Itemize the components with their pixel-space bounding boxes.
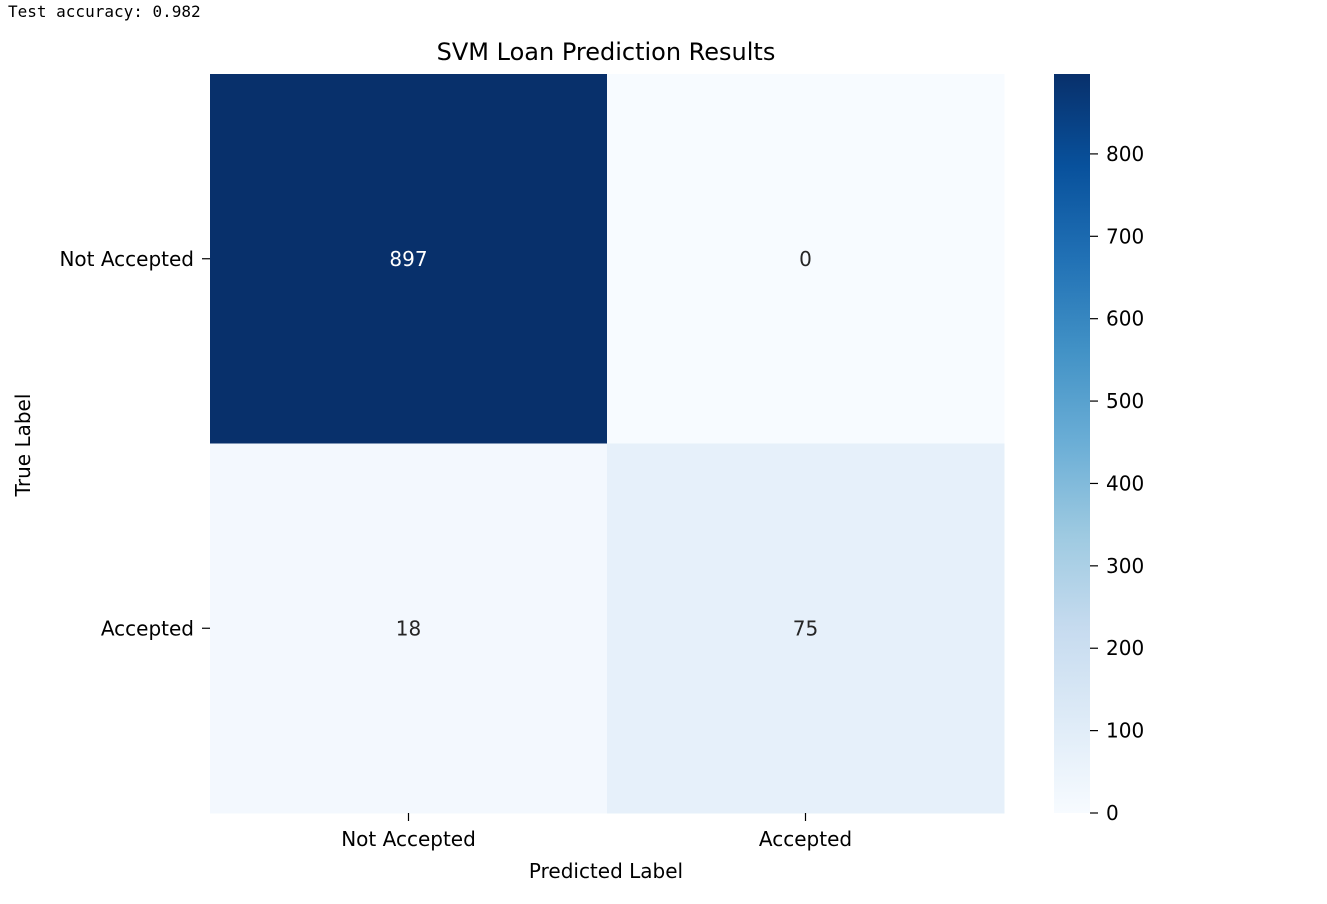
- x-tick-label: Not Accepted: [341, 827, 476, 851]
- colorbar: [1054, 74, 1090, 813]
- cell-annotation-0-0: 897: [389, 247, 427, 271]
- y-tick-label: Not Accepted: [59, 247, 194, 271]
- heatmap-cell-1-0: [210, 443, 608, 814]
- heatmap-cell-0-0: [210, 74, 608, 444]
- colorbar-tick-label: 600: [1106, 307, 1144, 331]
- colorbar-tick-label: 200: [1106, 636, 1144, 660]
- colorbar-tick-label: 700: [1106, 224, 1144, 248]
- colorbar-tick-label: 0: [1106, 801, 1119, 825]
- x-axis-label: Predicted Label: [529, 859, 683, 883]
- x-tick-label: Accepted: [759, 827, 852, 851]
- cell-annotation-1-0: 18: [396, 616, 421, 640]
- y-axis-label: True Label: [11, 394, 35, 498]
- colorbar-tick-label: 300: [1106, 554, 1144, 578]
- console-output: Test accuracy: 0.982: [8, 2, 201, 21]
- colorbar-tick-label: 800: [1106, 142, 1144, 166]
- chart-title: SVM Loan Prediction Results: [437, 38, 776, 66]
- cell-annotation-0-1: 0: [799, 247, 812, 271]
- heatmap-cell-1-1: [607, 443, 1005, 814]
- heatmap-cell-0-1: [607, 74, 1005, 444]
- y-tick-label: Accepted: [101, 616, 194, 640]
- cell-annotation-1-1: 75: [793, 616, 818, 640]
- colorbar-tick-label: 500: [1106, 389, 1144, 413]
- colorbar-tick-label: 400: [1106, 471, 1144, 495]
- colorbar-tick-label: 100: [1106, 719, 1144, 743]
